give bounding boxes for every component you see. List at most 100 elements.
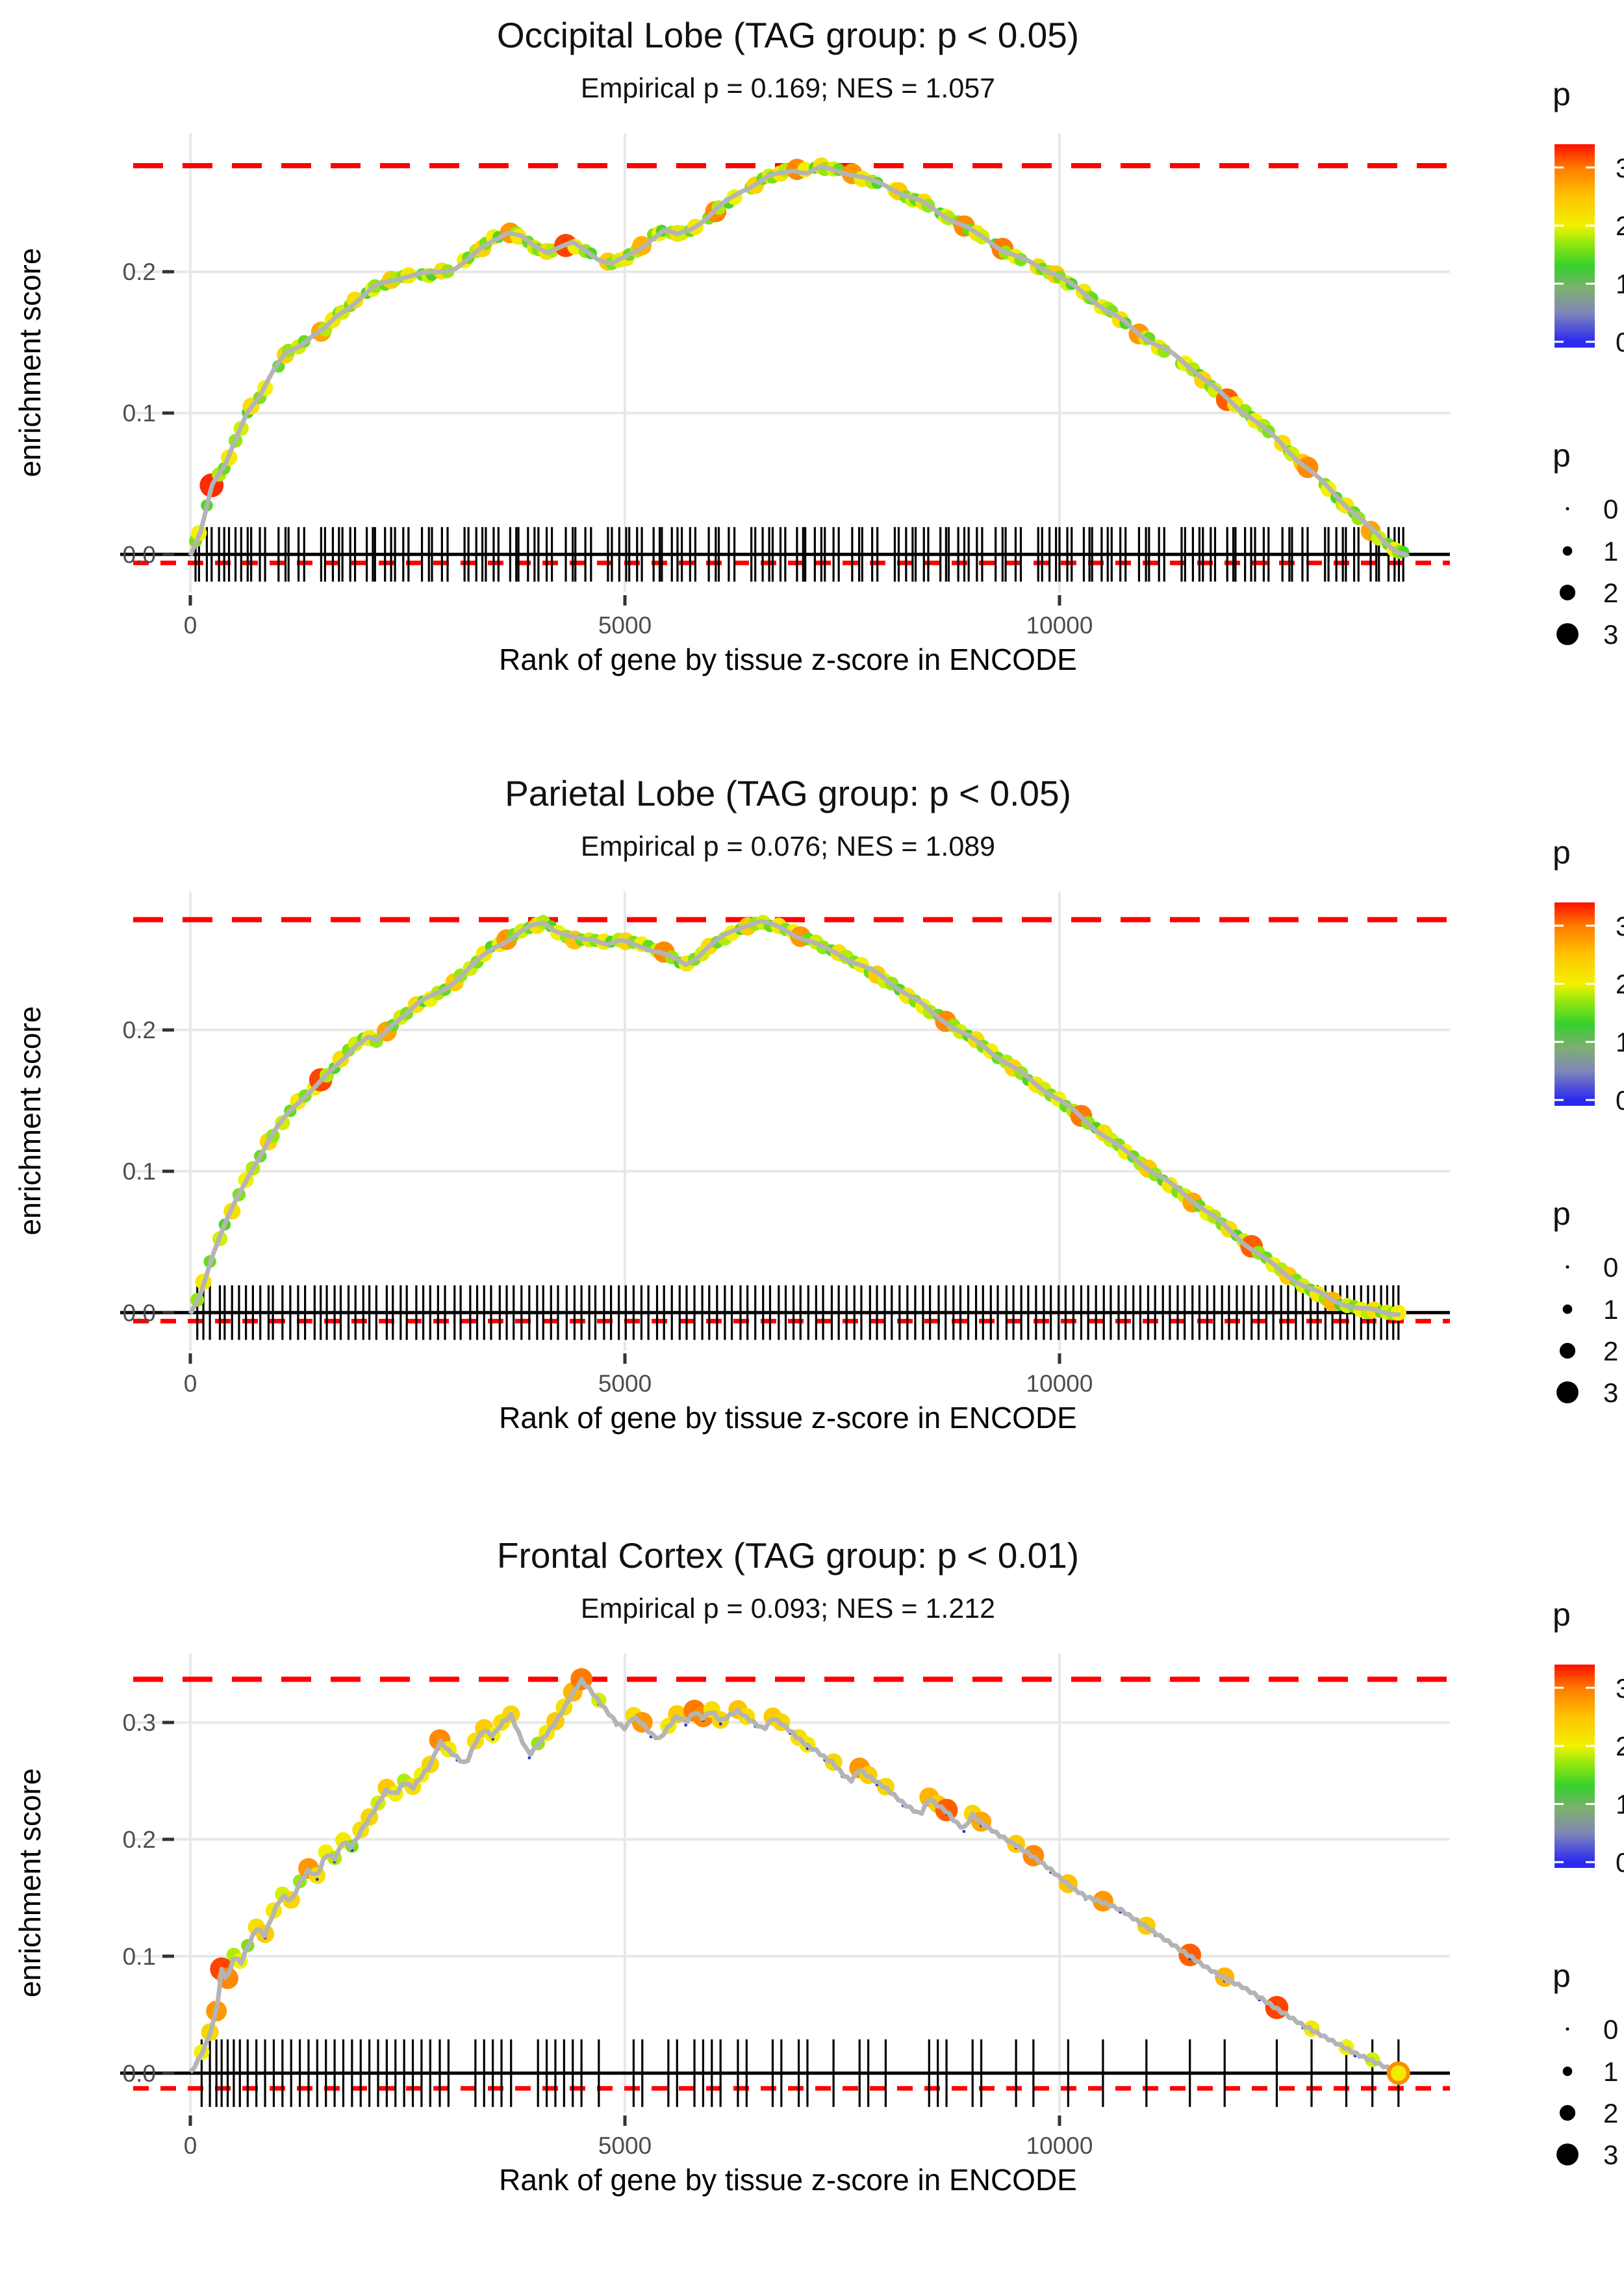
size-legend-title: p xyxy=(1553,1958,1571,1994)
color-legend-title: p xyxy=(1553,834,1571,871)
color-legend-bar xyxy=(1554,902,1595,1106)
enrichment-chart-frontal-cortex: 0.0 0.1 0.2 0.3 0 5000 10000 p 3 2 1 0 p 0 1 2 3 xyxy=(120,1596,1624,2170)
end-ring-dot xyxy=(1386,2061,1410,2085)
panel-title: Parietal Lobe (TAG group: p < 0.05) xyxy=(505,773,1071,813)
axes: 0.0 0.1 0.2 0 5000 10000 xyxy=(123,1017,1093,1397)
size-legend-tick-label: 2 xyxy=(1603,578,1618,608)
x-tick-label: 5000 xyxy=(598,612,652,639)
size-legend-dot xyxy=(1566,1265,1569,1269)
y-tick-label: 0.2 xyxy=(123,1017,156,1043)
color-legend: p 3 2 1 0 xyxy=(1553,834,1624,1116)
size-legend-dot xyxy=(1562,546,1573,556)
y-tick-label: 0.0 xyxy=(123,1299,156,1326)
x-tick-label: 0 xyxy=(184,1370,197,1397)
es-curve xyxy=(188,1677,1401,2075)
gene-rug xyxy=(196,1285,1400,1340)
color-legend-tick-label: 3 xyxy=(1616,153,1624,183)
y-tick-label: 0.1 xyxy=(123,1943,156,1970)
size-legend: p 0 1 2 3 xyxy=(1553,437,1618,650)
panel-title: Frontal Cortex (TAG group: p < 0.01) xyxy=(496,1535,1080,1576)
x-axis-title: Rank of gene by tissue z-score in ENCODE xyxy=(499,1401,1077,1435)
panel-occipital: Occipital Lobe (TAG group: p < 0.05) Emp… xyxy=(0,0,1624,754)
color-legend-tick-label: 3 xyxy=(1616,1673,1624,1704)
y-tick-label: 0.2 xyxy=(123,259,156,285)
gridlines xyxy=(133,133,1450,593)
enrichment-chart-parietal: 0.0 0.1 0.2 0 5000 10000 p 3 2 1 0 p 0 1 2 3 xyxy=(120,834,1624,1408)
es-curve xyxy=(188,164,1410,557)
es-curve xyxy=(188,919,1401,1317)
color-legend-tick-label: 2 xyxy=(1616,211,1624,241)
size-legend-tick-label: 3 xyxy=(1603,2140,1618,2170)
panel-subtitle: Empirical p = 0.076; NES = 1.089 xyxy=(580,831,996,862)
size-legend-dot xyxy=(1566,2027,1569,2031)
color-legend-tick-label: 1 xyxy=(1616,1027,1624,1058)
gene-dots xyxy=(194,1668,1408,2081)
color-legend-tick-label: 1 xyxy=(1616,1789,1624,1820)
x-tick-label: 0 xyxy=(184,612,197,639)
gridlines xyxy=(133,1654,1450,2113)
x-tick-label: 10000 xyxy=(1026,2132,1093,2159)
panel-subtitle: Empirical p = 0.093; NES = 1.212 xyxy=(580,1593,996,1624)
size-legend-title: p xyxy=(1553,437,1571,474)
size-legend-tick-label: 1 xyxy=(1603,1294,1618,1325)
size-legend-dot xyxy=(1562,2066,1573,2076)
size-legend-dot xyxy=(1556,1381,1579,1403)
y-tick-label: 0.3 xyxy=(123,1709,156,1736)
size-legend-tick-label: 1 xyxy=(1603,536,1618,567)
size-legend-title: p xyxy=(1553,1195,1571,1232)
gene-rug xyxy=(200,2039,1400,2107)
page-title: Occipital Lobe (TAG group: p < 0.05) xyxy=(496,15,1080,55)
color-legend-bar xyxy=(1554,1665,1595,1868)
size-legend-tick-label: 0 xyxy=(1603,2014,1618,2045)
x-axis-title: Rank of gene by tissue z-score in ENCODE xyxy=(499,643,1077,676)
color-legend-tick-label: 0 xyxy=(1616,1085,1624,1116)
axes: 0.0 0.1 0.2 0 5000 10000 xyxy=(123,259,1093,639)
size-legend-dot xyxy=(1559,584,1576,601)
x-tick-label: 0 xyxy=(184,2132,197,2159)
color-legend-bar xyxy=(1554,144,1595,348)
size-legend-tick-label: 2 xyxy=(1603,1336,1618,1366)
size-legend-tick-label: 3 xyxy=(1603,1377,1618,1408)
gene-dots xyxy=(190,915,1406,1321)
color-legend-tick-label: 0 xyxy=(1616,1847,1624,1878)
color-legend: p 3 2 1 0 xyxy=(1553,76,1624,357)
size-legend-dot xyxy=(1566,507,1569,511)
color-legend-tick-label: 3 xyxy=(1616,911,1624,941)
color-legend-tick-label: 2 xyxy=(1616,1731,1624,1761)
color-legend-tick-label: 0 xyxy=(1616,327,1624,357)
x-tick-label: 10000 xyxy=(1026,612,1093,639)
gene-rug xyxy=(194,527,1404,582)
color-legend: p 3 2 1 0 xyxy=(1553,1596,1624,1878)
x-tick-label: 5000 xyxy=(598,2132,652,2159)
y-tick-label: 0.1 xyxy=(123,1158,156,1185)
x-tick-label: 5000 xyxy=(598,1370,652,1397)
size-legend-tick-label: 3 xyxy=(1603,619,1618,650)
size-legend-tick-label: 0 xyxy=(1603,494,1618,524)
size-legend: p 0 1 2 3 xyxy=(1553,1195,1618,1408)
size-legend-tick-label: 2 xyxy=(1603,2098,1618,2128)
color-legend-title: p xyxy=(1553,1596,1571,1633)
axes: 0.0 0.1 0.2 0.3 0 5000 10000 xyxy=(123,1709,1093,2159)
enrichment-chart-occipital: 0.0 0.1 0.2 0 5000 10000 p 3 2 1 0 p 0 1 2 3 xyxy=(120,76,1624,650)
x-tick-label: 10000 xyxy=(1026,1370,1093,1397)
size-legend-dot xyxy=(1556,2143,1579,2165)
y-tick-label: 0.0 xyxy=(123,541,156,568)
color-legend-title: p xyxy=(1553,76,1571,112)
size-legend-tick-label: 0 xyxy=(1603,1252,1618,1283)
y-tick-label: 0.2 xyxy=(123,1826,156,1853)
size-legend-dot xyxy=(1559,1342,1576,1359)
size-legend-dot xyxy=(1559,2104,1576,2121)
color-legend-tick-label: 2 xyxy=(1616,969,1624,999)
panel-frontal-cortex: Frontal Cortex (TAG group: p < 0.01) Emp… xyxy=(0,1520,1624,2274)
panel-parietal: Parietal Lobe (TAG group: p < 0.05) Empi… xyxy=(0,758,1624,1512)
gene-dots xyxy=(188,157,1410,559)
panel-subtitle: Empirical p = 0.169; NES = 1.057 xyxy=(580,73,996,104)
gridlines xyxy=(133,891,1450,1351)
y-tick-label: 0.1 xyxy=(123,400,156,427)
size-legend-dot xyxy=(1556,623,1579,645)
size-legend-tick-label: 1 xyxy=(1603,2056,1618,2087)
size-legend-dot xyxy=(1562,1304,1573,1314)
color-legend-tick-label: 1 xyxy=(1616,269,1624,300)
x-axis-title: Rank of gene by tissue z-score in ENCODE xyxy=(499,2163,1077,2197)
